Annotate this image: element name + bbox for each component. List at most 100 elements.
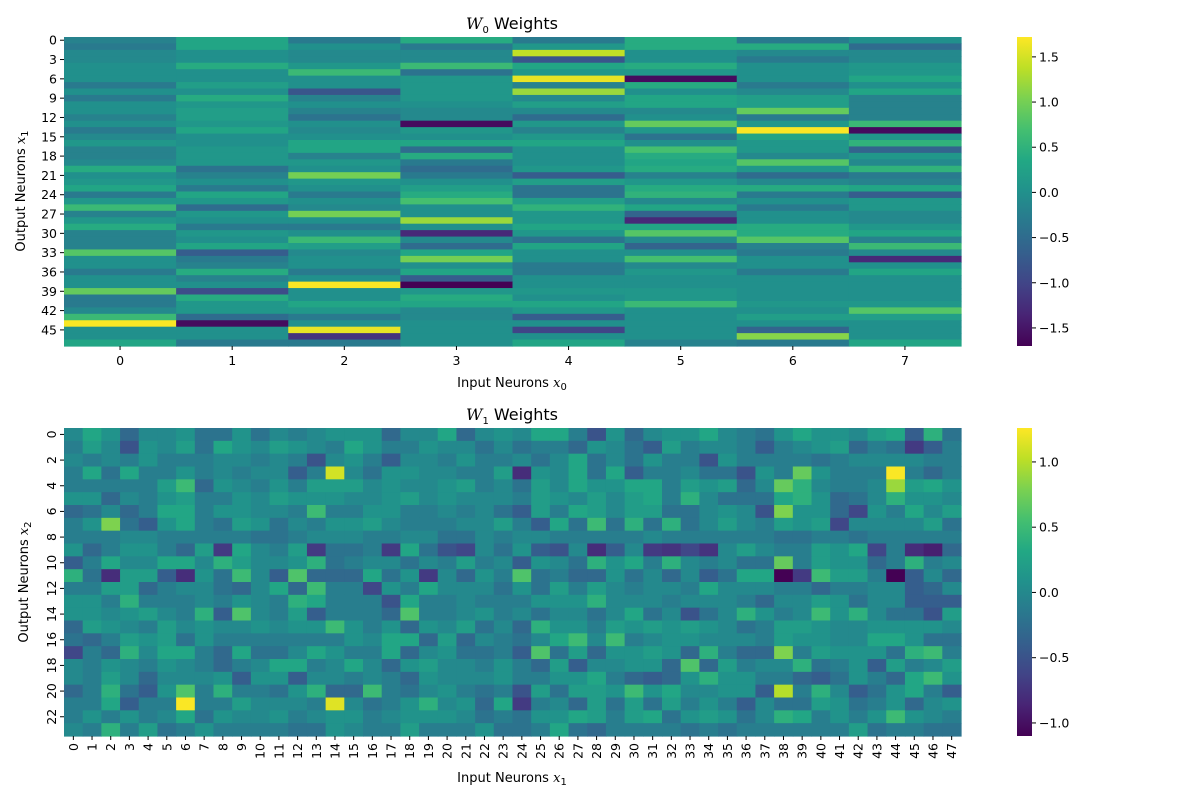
heatmap-cell xyxy=(176,288,289,296)
heatmap-cell xyxy=(624,146,738,154)
y-tick-label: 16 xyxy=(44,632,59,648)
heatmap-cell xyxy=(512,440,532,455)
heatmap-cell xyxy=(774,620,794,634)
heatmap-cell xyxy=(400,185,514,193)
x-tick-label: 45 xyxy=(907,743,922,759)
heatmap-cell xyxy=(269,517,289,532)
heatmap-cell xyxy=(400,339,514,347)
heatmap-cell xyxy=(624,82,738,90)
heatmap-cell xyxy=(120,659,140,673)
heatmap-cell xyxy=(811,466,831,480)
heatmap-cell xyxy=(194,723,215,737)
heatmap-cell xyxy=(904,582,925,596)
colorbar-tick-label: −0.5 xyxy=(1039,230,1069,245)
heatmap-cell xyxy=(250,620,271,634)
heatmap-cell xyxy=(755,607,775,622)
heatmap-cell xyxy=(718,633,738,647)
heatmap-cell xyxy=(531,594,551,609)
heatmap-cell xyxy=(288,159,401,167)
heatmap-cell xyxy=(736,556,757,570)
heatmap-cell xyxy=(867,466,887,480)
heatmap-cell xyxy=(736,294,850,302)
heatmap-cell xyxy=(512,307,626,315)
heatmap-cell xyxy=(138,607,159,622)
heatmap-cell xyxy=(736,223,850,231)
heatmap-cell xyxy=(699,453,719,468)
heatmap-cell xyxy=(381,710,401,724)
heatmap-cell xyxy=(886,633,906,647)
heatmap-cell xyxy=(344,530,364,545)
heatmap-cell xyxy=(381,607,401,622)
heatmap-cell xyxy=(64,127,177,135)
heatmap-cell xyxy=(587,620,607,634)
heatmap-cell xyxy=(736,517,757,532)
heatmap-cell xyxy=(64,94,177,102)
heatmap-cell xyxy=(363,530,383,545)
heatmap-cell xyxy=(213,594,233,609)
heatmap-cell xyxy=(456,556,476,570)
heatmap-cell xyxy=(755,633,775,647)
heatmap-cell xyxy=(848,120,962,128)
heatmap-cell xyxy=(325,530,345,545)
heatmap-cell xyxy=(587,723,607,737)
heatmap-cell xyxy=(512,710,532,724)
heatmap-cell xyxy=(306,659,327,673)
heatmap-cell xyxy=(942,440,962,455)
heatmap-cell xyxy=(512,75,626,83)
x-tick-label: 11 xyxy=(271,743,286,759)
heatmap-cell xyxy=(774,479,794,493)
heatmap-cell xyxy=(306,671,327,686)
heatmap-cell xyxy=(662,594,682,609)
heatmap-cell xyxy=(325,620,345,634)
heatmap-cell xyxy=(848,43,962,51)
colorbar-gradient xyxy=(1017,37,1032,346)
heatmap-cell xyxy=(774,556,794,570)
heatmap-cell xyxy=(718,671,738,686)
heatmap-cell xyxy=(512,288,626,296)
heatmap-cell xyxy=(736,243,850,251)
heatmap-cell xyxy=(325,440,345,455)
heatmap-cell xyxy=(736,178,850,186)
heatmap-cell xyxy=(942,710,962,724)
heatmap-cell xyxy=(138,530,159,545)
heatmap-cell xyxy=(213,607,233,622)
heatmap-cell xyxy=(456,440,476,455)
heatmap-cell xyxy=(64,620,84,634)
heatmap-cell xyxy=(82,530,102,545)
heatmap-cell xyxy=(624,120,738,128)
heatmap-cell xyxy=(886,466,906,480)
heatmap-cell xyxy=(493,543,514,557)
heatmap-cell xyxy=(288,275,401,283)
heatmap-cell xyxy=(176,101,289,109)
heatmap-cell xyxy=(830,607,850,622)
heatmap-cell xyxy=(400,288,514,296)
heatmap-cell xyxy=(269,646,289,660)
heatmap-cell xyxy=(942,646,962,660)
heatmap-cell xyxy=(288,620,308,634)
heatmap-cell xyxy=(400,307,514,315)
heatmap-cell xyxy=(512,210,626,218)
heatmap-cell xyxy=(643,517,663,532)
heatmap-cell xyxy=(662,492,682,506)
heatmap-cell xyxy=(587,505,607,519)
w1-x-axis-label: Input Neurons x1 xyxy=(457,771,567,788)
heatmap-cell xyxy=(886,440,906,455)
heatmap-cell xyxy=(475,697,495,711)
heatmap-cell xyxy=(400,94,514,102)
heatmap-cell xyxy=(400,197,514,205)
x-tick-label: 47 xyxy=(944,743,959,759)
heatmap-cell xyxy=(157,659,177,673)
heatmap-cell xyxy=(643,594,663,609)
heatmap-cell xyxy=(288,140,401,148)
heatmap-cell xyxy=(475,582,495,596)
heatmap-cell xyxy=(475,530,495,545)
heatmap-cell xyxy=(718,569,738,583)
heatmap-cell xyxy=(680,569,700,583)
heatmap-cell xyxy=(288,556,308,570)
heatmap-cell xyxy=(325,453,345,468)
heatmap-cell xyxy=(176,114,289,122)
heatmap-cell xyxy=(830,517,850,532)
heatmap-cell xyxy=(624,178,738,186)
heatmap-cell xyxy=(288,114,401,122)
heatmap-cell xyxy=(848,684,869,699)
